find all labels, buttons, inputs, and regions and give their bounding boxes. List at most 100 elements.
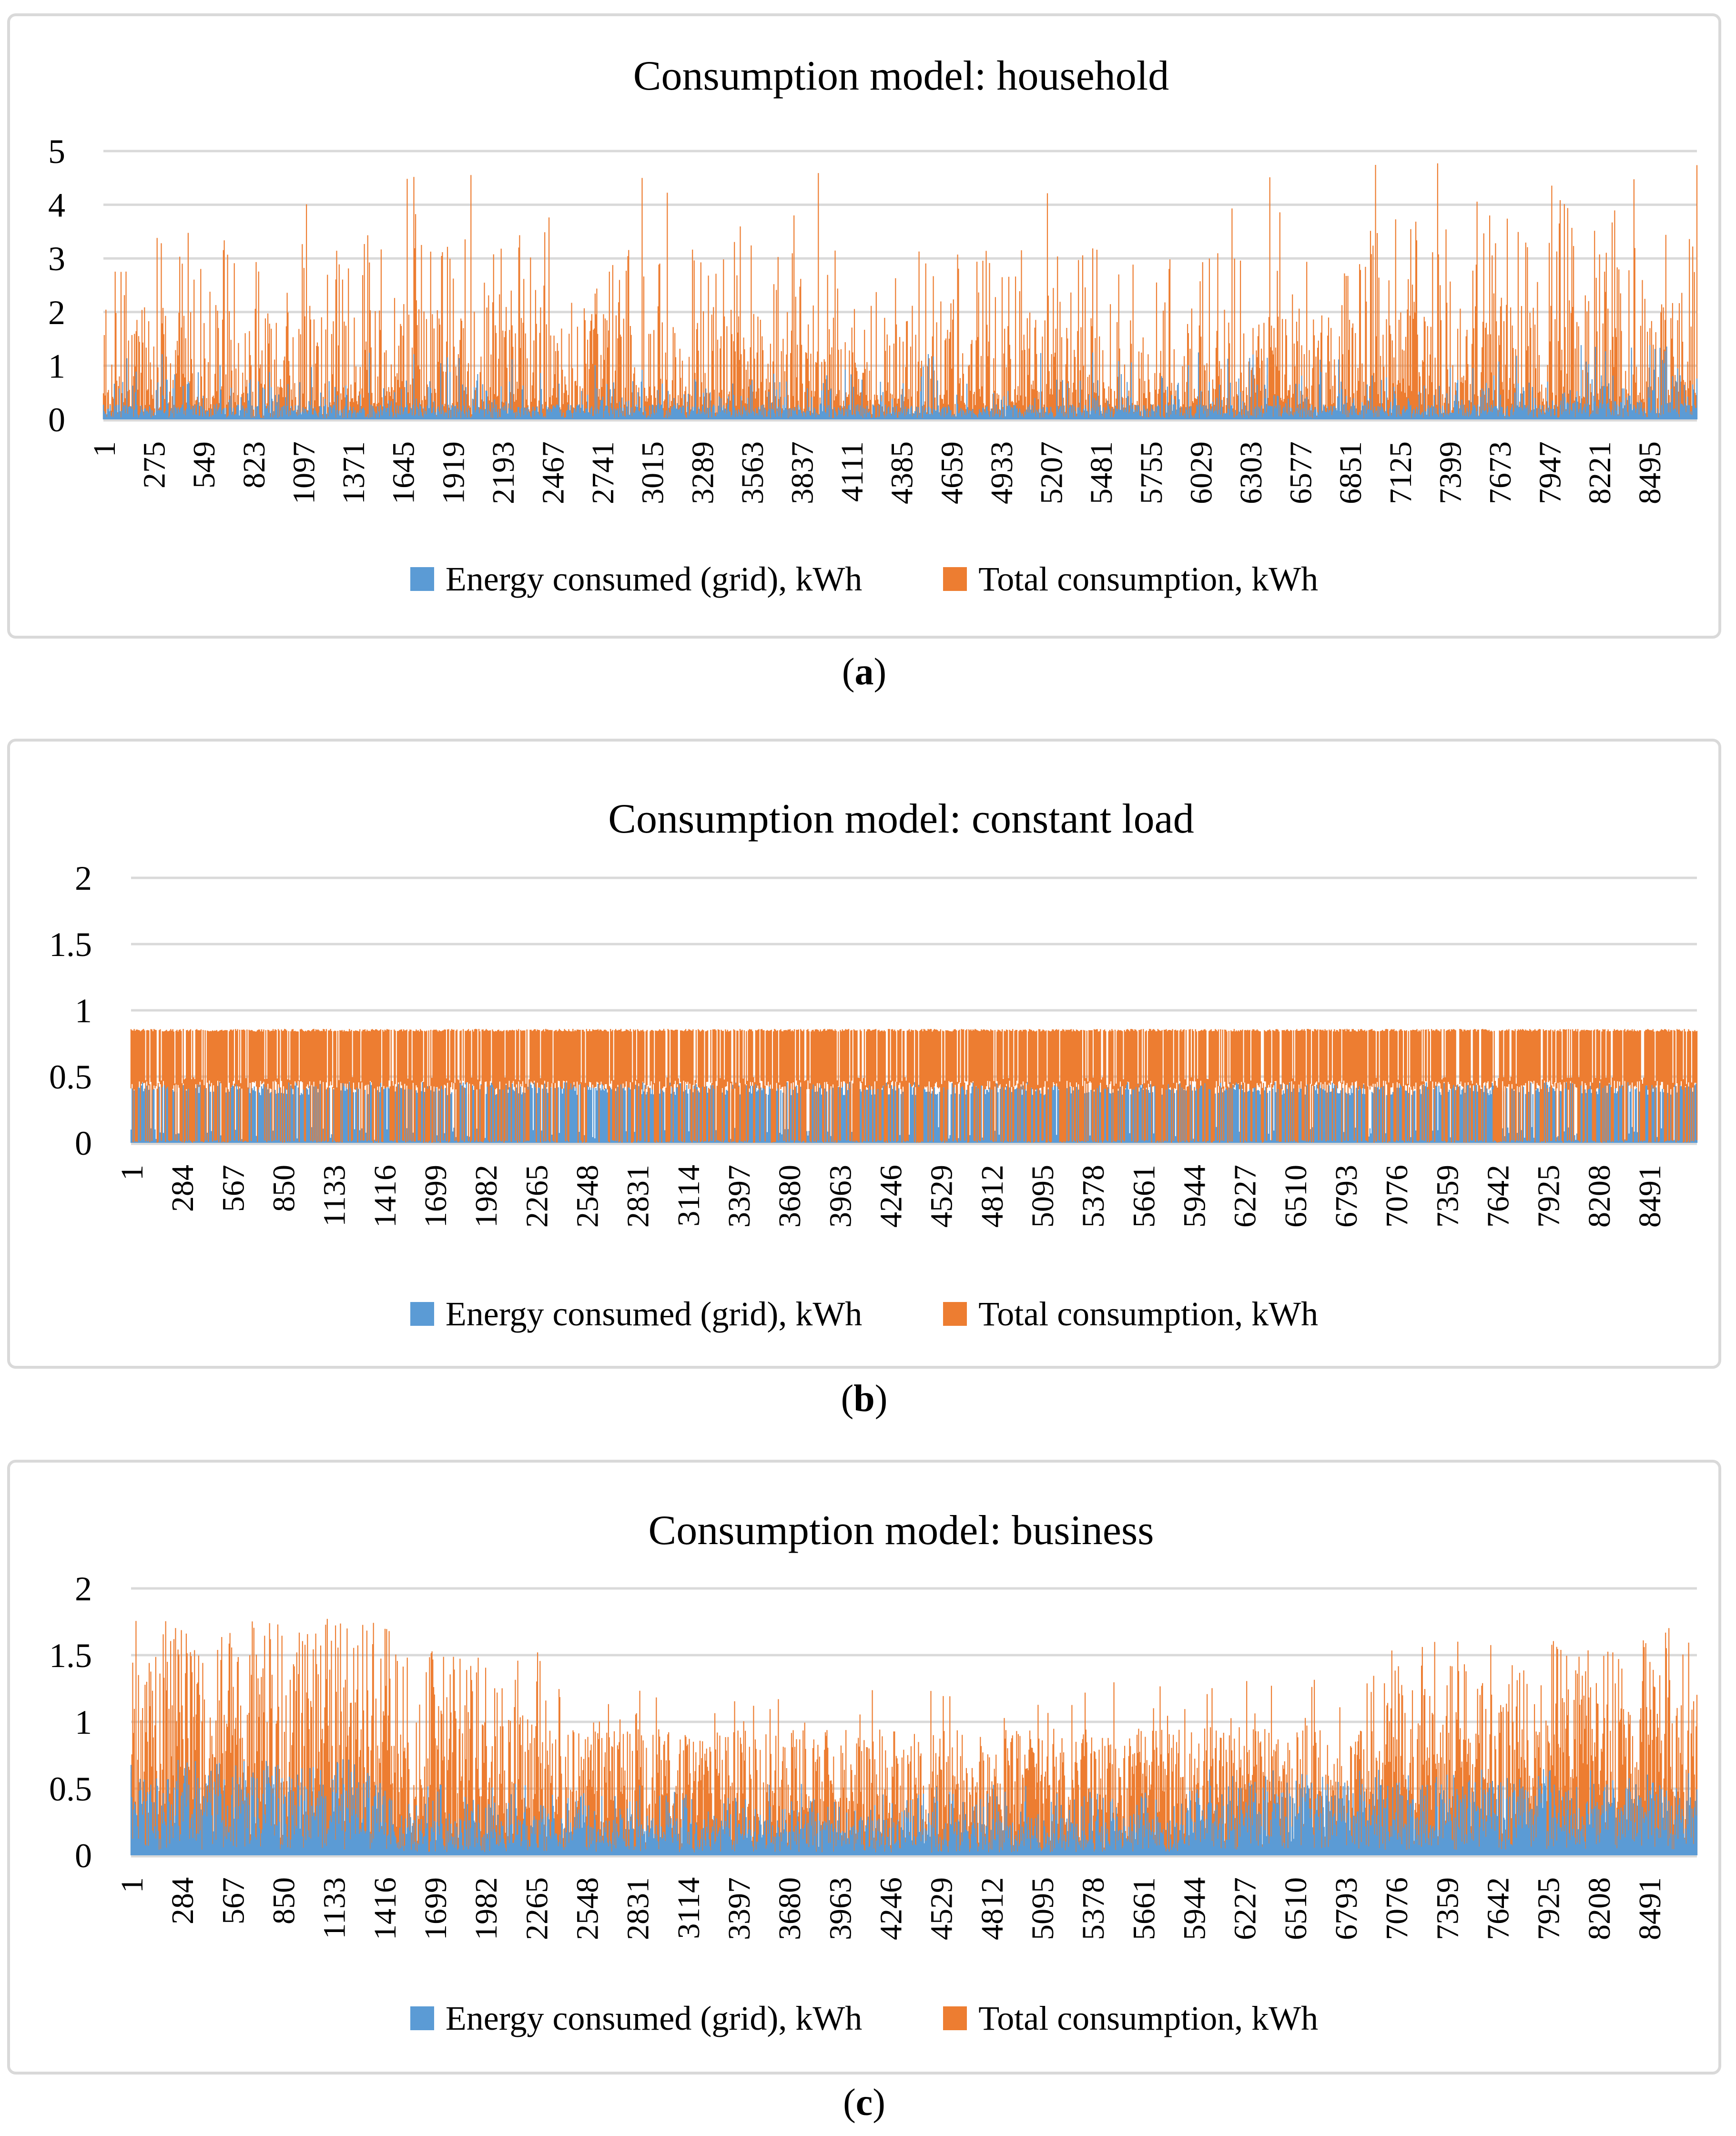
x-tick-label: 6303	[1234, 441, 1269, 504]
x-tick-label: 4812	[975, 1877, 1010, 1940]
legend-item-grid: Energy consumed (grid), kWh	[410, 1297, 862, 1331]
y-tick-label: 1	[75, 992, 92, 1030]
x-tick-label: 1	[115, 1165, 150, 1180]
x-tick-label: 1699	[418, 1877, 453, 1940]
legend-label-grid: Energy consumed (grid), kWh	[445, 560, 863, 598]
x-tick-label: 850	[267, 1165, 302, 1212]
x-tick-label: 7925	[1532, 1165, 1566, 1228]
x-tick-label: 1371	[336, 441, 371, 504]
legend-swatch-orange	[943, 2006, 967, 2030]
figure-caption-b: (b)	[841, 1378, 888, 1420]
x-tick-label: 823	[237, 441, 272, 488]
x-tick-label: 850	[267, 1877, 302, 1924]
legend-swatch-blue	[410, 2006, 434, 2030]
x-tick-label: 7925	[1532, 1877, 1566, 1940]
x-tick-label: 1133	[317, 1165, 352, 1227]
x-tick-label: 275	[137, 441, 172, 488]
x-tick-label: 1645	[386, 441, 421, 504]
legend-constant-load: Energy consumed (grid), kWh Total consum…	[10, 1297, 1718, 1331]
x-tick-label: 7076	[1380, 1165, 1414, 1228]
y-tick-label: 0	[75, 1124, 92, 1162]
x-tick-label: 2548	[570, 1165, 605, 1228]
y-tick-label: 0.5	[49, 1058, 92, 1096]
legend-item-total: Total consumption, kWh	[943, 562, 1318, 596]
x-tick-label: 4659	[934, 441, 969, 504]
x-tick-label: 5207	[1035, 441, 1069, 504]
x-tick-label: 5095	[1025, 1165, 1060, 1228]
y-tick-label: 1	[48, 347, 65, 385]
chart-panel-constant-load: 2 1.5 1 0.5 0 1 284 567 850 1133 1416 1699 1982 2265 2…	[7, 739, 1721, 1369]
x-tick-label: 2548	[570, 1877, 605, 1940]
x-tick-label: 5378	[1076, 1877, 1111, 1940]
x-tick-label: 2831	[621, 1165, 656, 1228]
figure-caption-c: (c)	[843, 2082, 885, 2124]
y-tick-label: 4	[48, 186, 65, 224]
chart-panel-household: 5 4 3 2 1 0 1 275 549 823 1097 1371 1645 1919 2193 2467…	[7, 13, 1721, 639]
legend-item-total: Total consumption, kWh	[943, 2001, 1318, 2035]
x-tick-label: 8208	[1582, 1165, 1617, 1228]
x-tick-label: 3680	[772, 1877, 807, 1940]
x-tick-label: 7673	[1483, 441, 1518, 504]
x-tick-label: 3289	[685, 441, 720, 504]
x-tick-label: 1097	[286, 441, 321, 504]
x-tick-label: 5661	[1127, 1877, 1161, 1940]
legend-label-total: Total consumption, kWh	[978, 560, 1319, 598]
chart-panel-business: 2 1.5 1 0.5 0 1 284 567 850 1133 1416 1699 1982 2265 2…	[7, 1460, 1721, 2075]
x-tick-label: 3114	[671, 1165, 706, 1227]
x-tick-label: 4529	[924, 1165, 959, 1228]
y-tick-label: 2	[75, 1570, 92, 1608]
x-tick-label: 6227	[1228, 1877, 1263, 1940]
x-tick-label: 3397	[722, 1165, 757, 1228]
x-tick-label: 7359	[1430, 1877, 1465, 1940]
x-tick-label: 3015	[636, 441, 670, 504]
x-tick-label: 5944	[1178, 1877, 1212, 1940]
legend-swatch-orange	[943, 1302, 967, 1326]
x-tick-label: 2831	[621, 1877, 656, 1940]
plot-area-constant-load: 2 1.5 1 0.5 0 1 284 567 850 1133 1416 1699 1982 2265 2…	[49, 859, 1698, 1228]
plot-area-household: 5 4 3 2 1 0 1 275 549 823 1097 1371 1645 1919 2193 2467…	[48, 132, 1698, 504]
x-tick-label: 3563	[735, 441, 770, 504]
x-tick-label: 8495	[1633, 441, 1667, 504]
legend-household: Energy consumed (grid), kWh Total consum…	[10, 562, 1718, 596]
x-tick-label: 1	[115, 1877, 150, 1893]
x-tick-label: 8208	[1582, 1877, 1617, 1940]
x-tick-label: 2741	[586, 441, 620, 504]
y-tick-label: 1	[75, 1703, 92, 1741]
x-tick-label: 284	[165, 1877, 200, 1924]
x-tick-label: 4385	[885, 441, 920, 504]
x-tick-label: 567	[216, 1877, 251, 1924]
x-tick-label: 6510	[1279, 1165, 1313, 1228]
plot-area-business: 2 1.5 1 0.5 0 1 284 567 850 1133 1416 1699 1982 2265 2…	[49, 1570, 1698, 1940]
legend-swatch-orange	[943, 567, 967, 591]
chart-title-constant-load: Consumption model: constant load	[608, 796, 1194, 842]
x-tick-label: 3963	[823, 1877, 858, 1940]
x-tick-label: 1416	[368, 1165, 403, 1228]
x-tick-label: 5661	[1127, 1165, 1161, 1228]
y-tick-label: 1.5	[49, 1637, 92, 1675]
x-tick-label: 7947	[1533, 441, 1568, 504]
x-tick-label: 5944	[1178, 1165, 1212, 1228]
x-tick-label: 7076	[1380, 1877, 1414, 1940]
y-tick-label: 2	[48, 294, 65, 332]
x-tick-label: 6029	[1184, 441, 1218, 504]
legend-item-total: Total consumption, kWh	[943, 1297, 1318, 1331]
x-tick-label: 2193	[486, 441, 521, 504]
x-tick-label: 567	[216, 1165, 251, 1212]
legend-item-grid: Energy consumed (grid), kWh	[410, 2001, 862, 2035]
x-tick-label: 8491	[1633, 1165, 1667, 1228]
x-tick-label: 1982	[469, 1165, 504, 1228]
x-tick-label: 5378	[1076, 1165, 1111, 1228]
x-tick-label: 1416	[368, 1877, 403, 1940]
y-tick-label: 2	[75, 859, 92, 897]
x-tick-label: 7642	[1481, 1165, 1516, 1228]
x-tick-label: 8221	[1583, 441, 1617, 504]
legend-item-grid: Energy consumed (grid), kWh	[410, 562, 862, 596]
x-tick-label: 4111	[835, 441, 870, 502]
x-tick-label: 1699	[418, 1165, 453, 1228]
figure-caption-a: (a)	[842, 651, 887, 693]
x-tick-label: 3963	[823, 1165, 858, 1228]
x-tick-label: 6510	[1279, 1877, 1313, 1940]
x-tick-label: 1919	[436, 441, 471, 504]
x-tick-label: 4933	[985, 441, 1019, 504]
